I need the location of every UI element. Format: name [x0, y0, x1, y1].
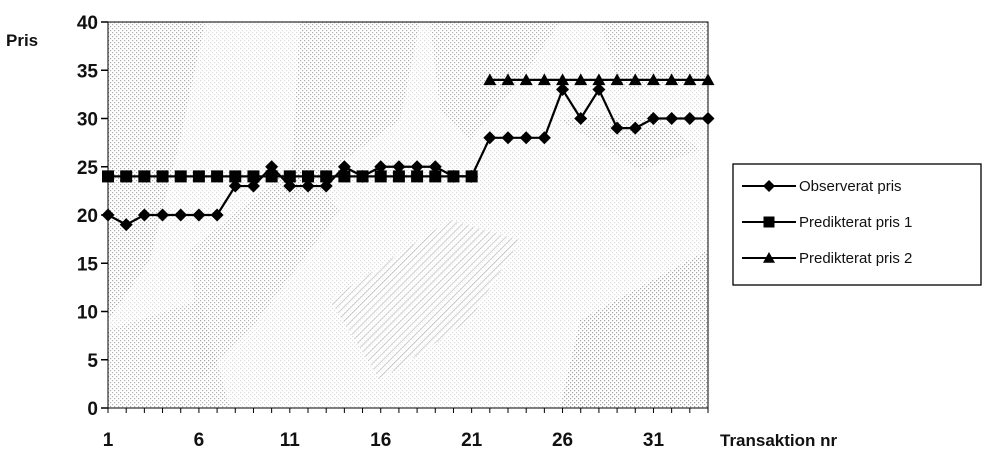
data-point-diamond: [465, 169, 479, 183]
y-tick-label: 20: [77, 206, 98, 227]
y-axis-label: Pris: [6, 31, 38, 50]
x-tick-label: 26: [552, 430, 573, 451]
data-point-diamond: [101, 208, 115, 222]
data-point-square: [392, 170, 405, 183]
data-point-diamond: [428, 160, 442, 174]
legend-label: Observerat pris: [799, 178, 902, 195]
data-point-diamond: [446, 169, 460, 183]
data-point-square: [429, 170, 442, 183]
data-point-diamond: [646, 112, 660, 125]
data-point-triangle: [574, 73, 588, 86]
y-tick-label: 25: [77, 158, 99, 179]
x-axis-label: Transaktion nr: [720, 431, 838, 450]
data-point-triangle: [483, 73, 497, 86]
data-point-square: [156, 170, 169, 183]
series-line: [107, 88, 708, 226]
data-point-diamond: [501, 131, 515, 145]
data-point-square: [374, 170, 387, 183]
y-tick-label: 15: [77, 254, 99, 275]
data-point-square: [411, 170, 424, 183]
data-point-diamond: [537, 131, 551, 145]
data-point-diamond: [392, 160, 406, 174]
data-point-triangle: [763, 252, 775, 263]
data-point-square: [102, 170, 114, 183]
data-point-square: [247, 170, 260, 183]
data-point-triangle: [610, 73, 624, 86]
data-point-diamond: [301, 179, 315, 193]
data-point-square: [763, 216, 775, 228]
data-point-square: [138, 170, 151, 183]
data-point-triangle: [701, 73, 715, 86]
series-diamond: [101, 83, 715, 232]
data-point-square: [120, 170, 133, 183]
data-point-triangle: [537, 73, 551, 86]
y-tick-label: 0: [87, 399, 98, 420]
x-tick-label: 11: [280, 430, 301, 451]
data-point-triangle: [628, 73, 642, 86]
data-point-diamond: [410, 160, 424, 174]
data-point-triangle: [519, 73, 533, 86]
data-point-diamond: [246, 179, 260, 193]
y-tick-label: 35: [77, 61, 99, 82]
data-point-diamond: [374, 160, 388, 174]
data-point-triangle: [665, 73, 679, 86]
data-point-triangle: [683, 73, 697, 86]
x-tick-label: 1: [103, 430, 114, 451]
data-point-diamond: [592, 83, 606, 97]
data-point-square: [265, 170, 278, 183]
data-point-triangle: [646, 73, 660, 86]
data-point-square: [283, 170, 296, 183]
data-point-diamond: [628, 121, 642, 135]
series-layer: [101, 73, 715, 232]
axes: [101, 21, 709, 413]
data-point-square: [229, 170, 242, 183]
data-point-diamond: [665, 112, 679, 125]
data-point-diamond: [119, 218, 133, 232]
data-point-square: [192, 170, 205, 183]
x-tick-label: 16: [370, 430, 391, 451]
x-tick-label: 31: [643, 430, 665, 451]
data-point-diamond: [701, 112, 715, 125]
legend-label: Predikterat pris 2: [799, 250, 912, 267]
data-point-square: [211, 170, 224, 183]
y-tick-label: 40: [77, 13, 98, 34]
data-point-diamond: [483, 131, 497, 145]
plot-background: [107, 21, 709, 409]
data-point-diamond: [519, 131, 533, 145]
data-point-square: [320, 170, 333, 183]
y-tick-label: 5: [87, 351, 98, 372]
y-tick-label: 30: [77, 110, 98, 131]
data-point-diamond: [356, 169, 370, 183]
data-point-diamond: [556, 83, 570, 97]
data-point-diamond: [228, 179, 242, 193]
legend-label: Predikterat pris 1: [799, 214, 912, 231]
data-point-square: [302, 170, 314, 183]
data-point-diamond: [763, 180, 775, 192]
legend: Observerat pris Predikterat pris 1 Predikt…: [732, 163, 982, 286]
data-point-triangle: [592, 73, 606, 86]
data-point-diamond: [319, 179, 333, 193]
data-point-diamond: [137, 208, 151, 222]
data-point-diamond: [210, 208, 224, 222]
y-tick-label: 10: [77, 303, 98, 324]
x-tick-label: 6: [194, 430, 205, 451]
data-point-diamond: [610, 121, 624, 135]
data-point-diamond: [156, 208, 170, 222]
data-point-diamond: [574, 112, 588, 125]
data-point-diamond: [683, 112, 697, 125]
data-point-diamond: [192, 208, 206, 222]
data-point-triangle: [556, 73, 570, 86]
data-point-square: [174, 170, 187, 183]
data-point-diamond: [174, 208, 188, 222]
data-point-diamond: [283, 179, 297, 193]
data-point-square: [338, 170, 351, 183]
data-point-diamond: [265, 160, 279, 174]
x-tick-label: 21: [461, 430, 483, 451]
series-triangle: [483, 73, 715, 86]
data-point-diamond: [337, 160, 351, 174]
data-point-triangle: [501, 73, 515, 86]
